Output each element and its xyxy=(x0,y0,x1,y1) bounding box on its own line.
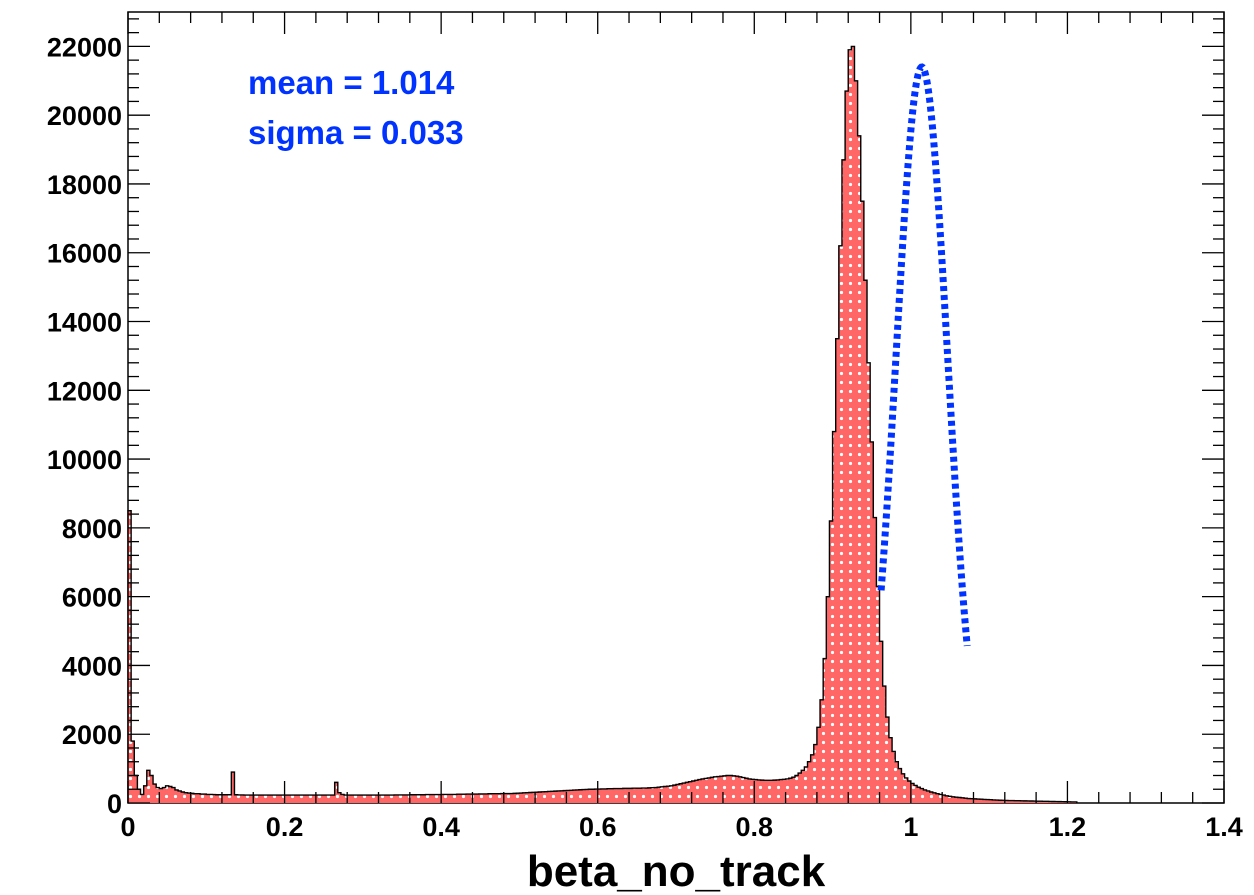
x-tick-label: 1.4 xyxy=(1205,812,1243,842)
x-axis: 0 0.2 0.4 0.6 0.8 1 1.2 1.4 xyxy=(120,12,1243,842)
x-tick-label: 1 xyxy=(903,812,918,842)
x-tick-label: 0.4 xyxy=(422,812,460,842)
y-tick-label: 20000 xyxy=(47,101,122,131)
y-tick-label: 16000 xyxy=(47,239,122,269)
x-tick-label: 0.8 xyxy=(736,812,774,842)
x-tick-label: 0 xyxy=(120,812,135,842)
x-axis-title: beta_no_track xyxy=(527,847,826,895)
y-tick-label: 10000 xyxy=(47,445,122,475)
gaussian-fit-curve xyxy=(877,63,971,647)
y-tick-label: 4000 xyxy=(62,651,122,681)
stat-mean: mean = 1.014 xyxy=(248,64,455,101)
y-tick-label: 18000 xyxy=(47,170,122,200)
histogram-outline xyxy=(127,45,1078,803)
x-tick-label: 0.2 xyxy=(266,812,304,842)
y-tick-label: 0 xyxy=(107,789,122,819)
plot-frame xyxy=(127,11,1225,804)
x-tick-label: 0.6 xyxy=(579,812,617,842)
y-tick-label: 2000 xyxy=(62,720,122,750)
y-tick-label: 14000 xyxy=(47,308,122,338)
stat-sigma: sigma = 0.033 xyxy=(248,114,464,151)
y-tick-label: 12000 xyxy=(47,376,122,406)
y-tick-label: 8000 xyxy=(62,514,122,544)
y-axis: 0 2000 4000 6000 8000 10000 12000 14000 16000 180… xyxy=(47,18,1224,819)
x-tick-label: 1.2 xyxy=(1049,812,1087,842)
y-tick-label: 6000 xyxy=(62,583,122,613)
y-tick-label: 22000 xyxy=(47,32,122,62)
histogram-bars xyxy=(128,46,1077,803)
